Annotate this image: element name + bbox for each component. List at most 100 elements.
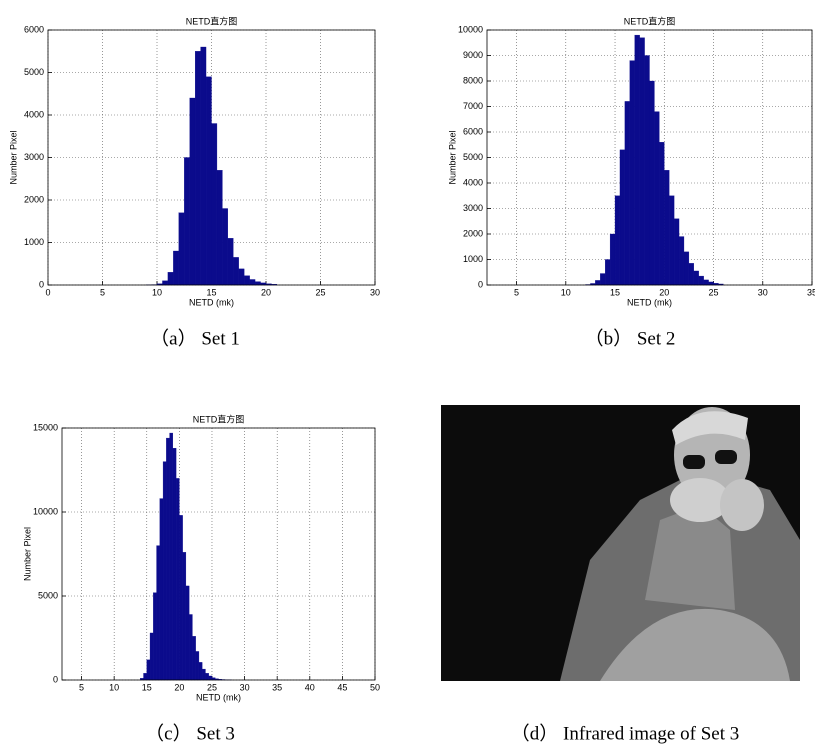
bar — [249, 279, 256, 286]
bar — [619, 149, 626, 286]
y-tick-label: 10000 — [458, 24, 483, 34]
bar — [634, 34, 640, 286]
bar — [143, 673, 147, 681]
x-tick-label: 10 — [561, 287, 571, 297]
caption: （b） Set 2 — [585, 327, 676, 349]
bar — [254, 281, 261, 286]
y-tick-label: 6000 — [24, 24, 44, 34]
bar — [703, 279, 709, 286]
bar — [698, 275, 704, 286]
bar — [216, 170, 223, 286]
bar — [208, 675, 213, 681]
y-tick-label: 5000 — [38, 590, 58, 600]
y-tick-label: 0 — [478, 279, 483, 289]
x-tick-label: 20 — [174, 682, 184, 692]
bar — [614, 195, 621, 286]
bar — [162, 461, 167, 681]
bar — [162, 280, 169, 286]
bar — [222, 208, 228, 286]
bar — [200, 46, 207, 286]
bar — [189, 614, 193, 681]
x-tick-label: 40 — [305, 682, 315, 692]
x-tick-label: 30 — [370, 287, 380, 297]
bar — [178, 212, 185, 286]
x-tick-label: 30 — [240, 682, 250, 692]
x-tick-label: 45 — [337, 682, 347, 692]
x-tick-label: 5 — [100, 287, 105, 297]
y-tick-label: 7000 — [463, 101, 483, 111]
bar — [664, 170, 670, 286]
bar — [693, 270, 699, 286]
plot-frame — [47, 29, 376, 286]
bar — [654, 111, 660, 286]
bar — [683, 251, 690, 286]
plot-area — [62, 428, 375, 680]
bar — [166, 437, 170, 681]
bar — [649, 80, 655, 286]
x-tick-label: 25 — [709, 287, 719, 297]
x-tick-label: 10 — [152, 287, 162, 297]
y-tick-label: 1000 — [24, 237, 44, 247]
bar — [595, 280, 601, 286]
x-axis-label: NETD (mk) — [627, 297, 672, 307]
bar — [173, 250, 179, 286]
bar — [211, 123, 218, 286]
y-tick-label: 2000 — [463, 228, 483, 238]
x-tick-label: 25 — [207, 682, 217, 692]
x-tick-label: 20 — [659, 287, 669, 297]
bar — [708, 281, 714, 286]
bar — [238, 268, 245, 286]
y-axis-label: Number Pixel — [22, 527, 32, 581]
bar — [605, 259, 611, 286]
chart-title: NETD直方图 — [624, 15, 676, 26]
bar — [153, 592, 157, 681]
y-tick-label: 1000 — [463, 254, 483, 264]
bar — [205, 673, 209, 681]
bar — [184, 157, 190, 286]
bar — [244, 275, 250, 286]
bar — [600, 273, 606, 286]
y-tick-label: 5000 — [24, 67, 44, 77]
x-tick-label: 35 — [807, 287, 815, 297]
bar — [624, 101, 630, 286]
bar — [194, 51, 201, 286]
bar — [205, 76, 212, 286]
bar — [189, 97, 196, 286]
bar — [202, 668, 206, 681]
x-tick-label: 15 — [142, 682, 152, 692]
bar — [688, 263, 694, 286]
bar — [159, 498, 164, 681]
bar — [149, 632, 154, 681]
bar — [146, 659, 151, 681]
x-tick-label: 30 — [758, 287, 768, 297]
bar — [629, 60, 635, 286]
bar — [192, 636, 196, 681]
bar — [167, 272, 174, 286]
y-tick-label: 10000 — [33, 506, 58, 516]
bar — [227, 238, 234, 286]
y-tick-label: 0 — [53, 674, 58, 684]
x-tick-label: 10 — [109, 682, 119, 692]
y-tick-label: 2000 — [24, 194, 44, 204]
x-tick-label: 50 — [370, 682, 380, 692]
bar — [609, 233, 616, 286]
caption: （c） Set 3 — [145, 722, 235, 744]
bar — [182, 552, 187, 681]
y-tick-label: 5000 — [463, 152, 483, 162]
y-tick-label: 0 — [39, 279, 44, 289]
x-tick-label: 20 — [261, 287, 271, 297]
bar — [179, 515, 183, 681]
x-tick-label: 35 — [272, 682, 282, 692]
plot-frame — [486, 29, 813, 286]
bar — [172, 448, 177, 681]
y-axis-label: Number Pixel — [447, 130, 457, 184]
infrared-image — [441, 405, 800, 681]
x-tick-label: 0 — [45, 287, 50, 297]
chart-title: NETD直方图 — [193, 413, 245, 424]
y-tick-label: 4000 — [24, 109, 44, 119]
y-tick-label: 15000 — [33, 422, 58, 432]
bar — [233, 257, 239, 286]
bar — [185, 585, 190, 681]
x-tick-label: 15 — [610, 287, 620, 297]
